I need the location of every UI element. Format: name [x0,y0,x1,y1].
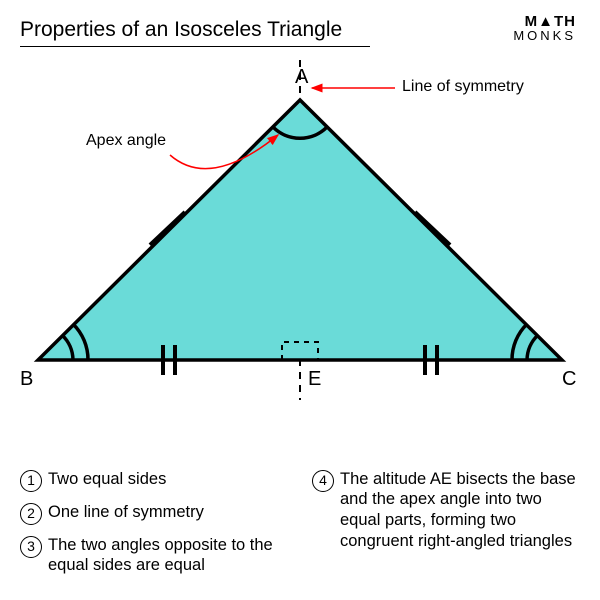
vertex-a: A [295,66,308,89]
property-text: One line of symmetry [48,502,288,525]
logo-top: M▲TH [513,14,576,29]
property-text: The altitude AE bisects the base and the… [340,469,580,552]
property-item: 1 Two equal sides [20,469,288,492]
property-item: 2 One line of symmetry [20,502,288,525]
vertex-c: C [562,368,576,391]
property-num: 1 [20,470,42,492]
property-num: 2 [20,503,42,525]
properties-list: 1 Two equal sides 2 One line of symmetry… [20,469,580,586]
property-text: The two angles opposite to the equal sid… [48,535,288,576]
properties-col-left: 1 Two equal sides 2 One line of symmetry… [20,469,288,586]
property-item: 4 The altitude AE bisects the base and t… [312,469,580,552]
vertex-b: B [20,368,33,391]
property-num: 4 [312,470,334,492]
symmetry-label: Line of symmetry [402,78,524,96]
property-num: 3 [20,536,42,558]
properties-col-right: 4 The altitude AE bisects the base and t… [312,469,580,586]
apex-angle-label: Apex angle [86,132,166,150]
property-item: 3 The two angles opposite to the equal s… [20,535,288,576]
vertex-e: E [308,368,321,391]
diagram-canvas: A B C E Line of symmetry Apex angle [0,60,600,440]
brand-logo: M▲TH MONKS [513,14,576,42]
logo-bottom: MONKS [513,29,576,42]
property-text: Two equal sides [48,469,288,492]
page-title: Properties of an Isosceles Triangle [20,18,370,47]
